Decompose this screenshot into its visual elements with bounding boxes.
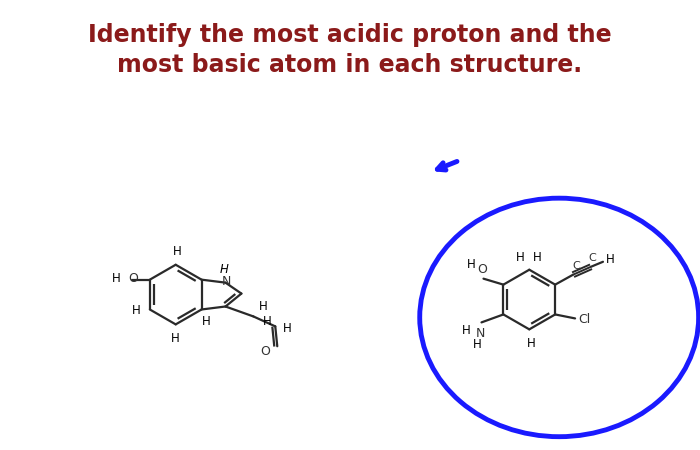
- Text: H: H: [111, 272, 120, 285]
- Text: H: H: [467, 258, 476, 271]
- Text: H: H: [202, 315, 211, 328]
- Text: H: H: [533, 251, 542, 264]
- Text: H: H: [220, 263, 229, 276]
- Text: H: H: [527, 337, 536, 350]
- Text: H: H: [132, 304, 140, 317]
- Text: H: H: [172, 332, 180, 345]
- Text: H: H: [462, 324, 471, 337]
- Text: H: H: [283, 322, 292, 335]
- Text: N: N: [476, 327, 485, 340]
- Text: C: C: [588, 253, 596, 263]
- Text: Cl: Cl: [578, 313, 590, 326]
- Text: H: H: [259, 300, 267, 313]
- Text: O: O: [128, 272, 138, 285]
- Text: H: H: [473, 338, 482, 351]
- Text: most basic atom in each structure.: most basic atom in each structure.: [118, 53, 582, 77]
- Text: H: H: [263, 315, 272, 328]
- Text: H: H: [174, 245, 182, 258]
- Text: Identify the most acidic proton and the: Identify the most acidic proton and the: [88, 23, 612, 47]
- Text: C: C: [572, 261, 580, 271]
- Text: H: H: [516, 251, 525, 264]
- Text: H: H: [606, 253, 615, 266]
- Text: O: O: [260, 345, 270, 358]
- Text: O: O: [477, 263, 487, 276]
- Text: N: N: [222, 275, 231, 288]
